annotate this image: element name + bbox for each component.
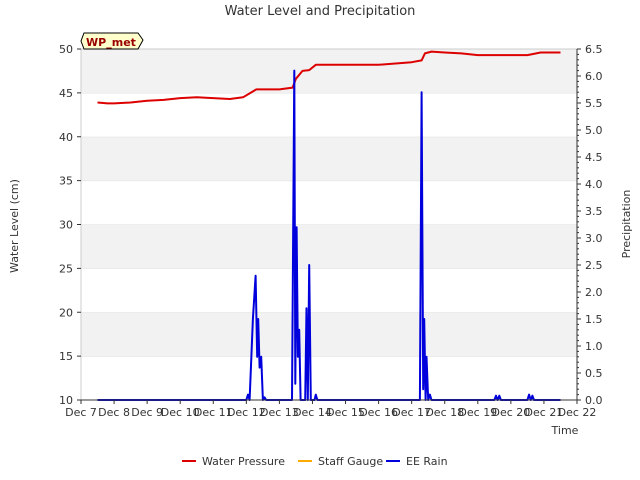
y-tick-label-left: 20 <box>59 306 73 319</box>
chart-title: Water Level and Precipitation <box>225 4 416 19</box>
y-tick-label-right: 2.0 <box>585 286 603 299</box>
site-label-text: WP_met <box>86 36 136 49</box>
x-tick-label: Dec 11 <box>194 406 233 419</box>
y-tick-label-right: 6.0 <box>585 70 603 83</box>
left-axis: 10 15 20 25 30 35 40 45 50 <box>59 43 81 407</box>
y-tick-label-right: 5.0 <box>585 124 603 137</box>
grid-band <box>81 136 577 181</box>
x-tick-label: Dec 18 <box>425 406 464 419</box>
y-tick-label-right: 1.5 <box>585 313 603 326</box>
grid-band <box>81 224 577 269</box>
x-axis-label: Time <box>551 424 579 437</box>
right-axis: 0.0 0.5 1.0 1.5 2.0 2.5 3.0 3.5 4.0 4.5 5.0 5.5 6.0 6… <box>576 43 603 407</box>
legend-label-staff-gauge: Staff Gauge <box>318 455 383 468</box>
grid-band <box>81 268 577 313</box>
y-tick-label-left: 40 <box>59 131 73 144</box>
x-tick-label: Dec 9 <box>131 406 163 419</box>
site-label-box <box>80 32 144 50</box>
y-tick-label-right: 0.0 <box>585 394 603 407</box>
x-tick-label: Dec 7 <box>65 406 97 419</box>
grid-band <box>81 312 577 357</box>
y-tick-label-right: 4.0 <box>585 178 603 191</box>
grid-bands <box>81 48 577 400</box>
y-tick-label-left: 10 <box>59 394 73 407</box>
y-axis-label-right: Precipitation <box>620 190 633 259</box>
x-tick-label: Dec 14 <box>293 406 332 419</box>
x-tick-label: Dec 21 <box>525 406 564 419</box>
y-tick-label-left: 15 <box>59 350 73 363</box>
y-tick-label-right: 0.5 <box>585 367 603 380</box>
y-tick-label-right: 1.0 <box>585 340 603 353</box>
x-tick-label: Dec 12 <box>227 406 266 419</box>
grid-band <box>81 180 577 225</box>
x-tick-label: Dec 8 <box>98 406 130 419</box>
x-tick-label: Dec 15 <box>326 406 365 419</box>
y-tick-label-left: 30 <box>59 219 73 232</box>
series-line-water-pressure <box>97 50 561 105</box>
x-tick-label: Dec 19 <box>458 406 497 419</box>
y-tick-label-left: 35 <box>59 175 73 188</box>
y-tick-label-right: 4.5 <box>585 151 603 164</box>
legend-label-water-pressure: Water Pressure <box>202 455 285 468</box>
y-tick-label-right: 3.0 <box>585 232 603 245</box>
y-tick-label-left: 25 <box>59 262 73 275</box>
y-tick-label-right: 3.5 <box>585 205 603 218</box>
x-tick-label: Dec 16 <box>359 406 398 419</box>
legend-label-ee-rain: EE Rain <box>406 455 448 468</box>
x-tick-label: Dec 20 <box>491 406 530 419</box>
grid-band <box>81 356 577 400</box>
y-tick-label-left: 50 <box>59 43 73 56</box>
y-tick-label-right: 5.5 <box>585 97 603 110</box>
x-tick-label: Dec 17 <box>392 406 431 419</box>
y-tick-label-right: 2.5 <box>585 259 603 272</box>
x-tick-label: Dec 13 <box>260 406 299 419</box>
y-tick-label-right: 6.5 <box>585 43 603 56</box>
x-tick-label: Dec 22 <box>558 406 597 419</box>
site-label-badge: WP_met <box>80 32 144 50</box>
legend: Water Pressure Staff Gauge EE Rain <box>182 455 448 468</box>
x-tick-label: Dec 10 <box>161 406 200 419</box>
grid-band <box>81 49 577 93</box>
y-tick-label-left: 45 <box>59 87 73 100</box>
y-axis-label-left: Water Level (cm) <box>8 179 21 273</box>
